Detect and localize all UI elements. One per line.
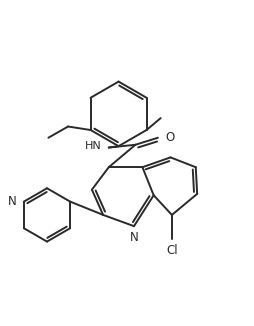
Text: Cl: Cl (166, 244, 178, 257)
Text: N: N (8, 195, 17, 208)
Text: N: N (130, 231, 138, 244)
Text: O: O (165, 131, 174, 144)
Text: HN: HN (85, 141, 102, 151)
